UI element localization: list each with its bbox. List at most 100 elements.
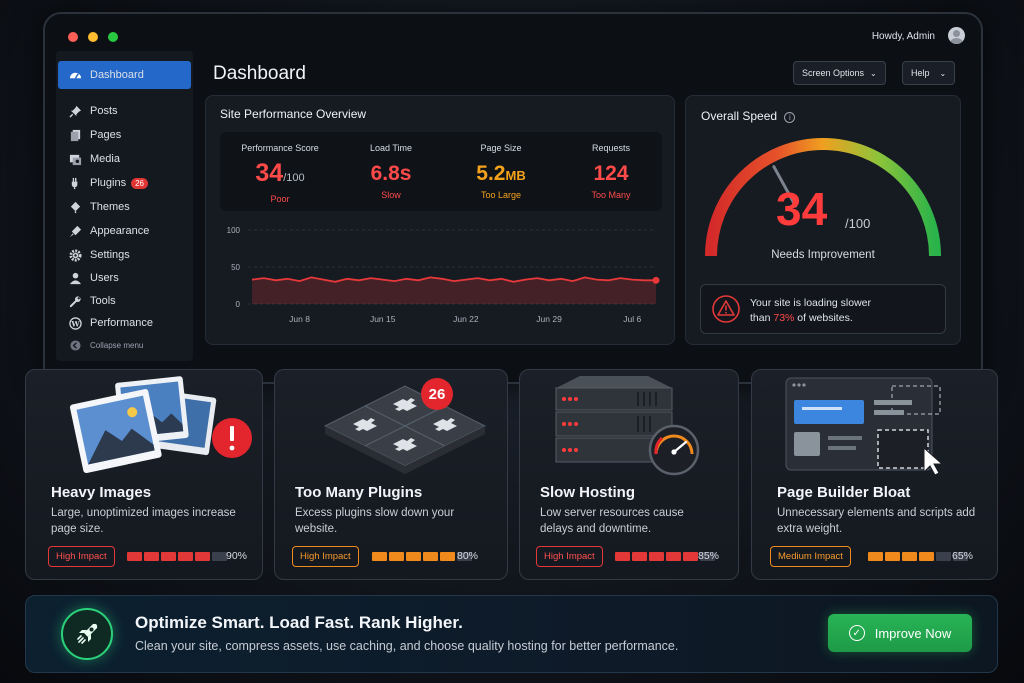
- x-tick-label: Jul 6: [623, 314, 641, 324]
- speed-score-max: /100: [845, 216, 871, 231]
- y-tick-label: 50: [231, 263, 240, 272]
- screen-options-label: Screen Options: [802, 68, 865, 78]
- speed-score: 34: [776, 183, 828, 235]
- impact-level-bar: [127, 552, 227, 561]
- sidebar-item-plugins[interactable]: Plugins 26: [58, 172, 191, 194]
- user-greeting[interactable]: Howdy, Admin: [871, 31, 935, 42]
- sidebar-item-label: Pages: [90, 129, 122, 141]
- wordpress-icon: W: [68, 316, 82, 330]
- metric-label: Performance Score: [241, 143, 319, 153]
- help-button[interactable]: Help ⌄: [902, 61, 956, 85]
- chart-last-point: [652, 276, 660, 284]
- card-title: Too Many Plugins: [295, 484, 423, 501]
- y-tick-label: 0: [236, 300, 241, 309]
- impact-segment: [406, 552, 421, 561]
- chart-series-line: [251, 276, 656, 283]
- metric-page-size: Page Size 5.2MB Too Large: [446, 132, 556, 211]
- x-tick-label: Jun 29: [536, 314, 562, 324]
- close-window-button[interactable]: [68, 32, 78, 42]
- issue-card-too-many-plugins[interactable]: 26 Too Many Plugins Excess plugins slow …: [274, 369, 508, 580]
- impact-segment: [868, 552, 883, 561]
- impact-level-bar: [615, 552, 715, 561]
- sidebar-item-appearance[interactable]: Appearance: [58, 220, 191, 242]
- pin-icon: [68, 104, 82, 118]
- y-tick-label: 100: [227, 226, 241, 235]
- metric-status: Too Large: [480, 190, 522, 200]
- sidebar-item-users[interactable]: Users: [58, 267, 191, 289]
- maximize-window-button[interactable]: [108, 32, 118, 42]
- sidebar-item-settings[interactable]: Settings: [58, 244, 191, 266]
- impact-segment: [649, 552, 664, 561]
- card-description: Unnecessary elements and scripts add ext…: [777, 507, 976, 535]
- performance-overview-panel: Site Performance Overview Performance Sc…: [205, 95, 675, 345]
- metric-performance-score: Performance Score 34/100 Poor: [225, 132, 335, 211]
- collapse-menu-button[interactable]: Collapse menu: [58, 334, 191, 356]
- page-builder-icon: [785, 377, 944, 476]
- overall-speed-panel: Overall Speed i 34 /100 Needs Improvemen…: [685, 95, 961, 345]
- metric-load-time: Load Time 6.8s Slow: [336, 132, 446, 211]
- impact-percent: 90%: [226, 550, 248, 562]
- info-icon[interactable]: i: [784, 112, 796, 123]
- minimize-window-button[interactable]: [88, 32, 98, 42]
- impact-segment: [632, 552, 647, 561]
- impact-segment: [195, 552, 210, 561]
- svg-text:W: W: [70, 319, 80, 328]
- metric-status: Slow: [381, 190, 401, 200]
- metric-requests: Requests 124 Too Many: [556, 132, 666, 211]
- impact-level-bar: [868, 552, 968, 561]
- improve-now-label: Improve Now: [874, 625, 952, 641]
- impact-percent: 80%: [457, 550, 479, 562]
- card-title: Heavy Images: [51, 484, 152, 501]
- impact-segment: [902, 552, 917, 561]
- metric-status: Poor: [270, 194, 290, 204]
- admin-sidebar: Dashboard Posts Pages Media Plugins 26: [56, 51, 193, 361]
- x-tick-label: Jun 22: [453, 314, 479, 324]
- avatar[interactable]: [948, 27, 965, 44]
- panel-title: Site Performance Overview: [220, 107, 367, 121]
- impact-segment: [700, 552, 715, 561]
- sidebar-item-posts[interactable]: Posts: [58, 100, 191, 122]
- impact-segment: [936, 552, 951, 561]
- gauge-needle: [772, 165, 798, 208]
- help-label: Help: [911, 68, 930, 78]
- optimize-banner: Optimize Smart. Load Fast. Rank Higher. …: [25, 595, 998, 673]
- appearance-icon: [68, 224, 82, 238]
- impact-segment: [457, 552, 472, 561]
- sidebar-item-label: Performance: [90, 317, 153, 329]
- impact-percent: 65%: [952, 550, 974, 562]
- plugins-count-badge: 26: [131, 177, 148, 189]
- card-title: Slow Hosting: [540, 484, 635, 501]
- sidebar-item-performance[interactable]: W Performance: [58, 312, 191, 334]
- performance-line-chart: 100 50 0 Jun 8 Jun 15 Jun 22 Jun 29 Jul 6: [227, 226, 660, 324]
- impact-badge: Medium Impact: [770, 546, 851, 567]
- warning-icon: [712, 295, 740, 323]
- gauge-needle-line: [772, 165, 798, 208]
- impact-segment: [440, 552, 455, 561]
- metric-value: 6.8s: [370, 162, 412, 185]
- impact-segment: [372, 552, 387, 561]
- issue-card-page-builder-bloat[interactable]: Page Builder Bloat Unnecessary elements …: [751, 369, 998, 580]
- gear-icon: [68, 248, 82, 262]
- improve-now-button[interactable]: ✓ Improve Now: [828, 614, 972, 652]
- sidebar-item-label: Tools: [90, 295, 116, 307]
- screen-options-button[interactable]: Screen Options ⌄: [793, 61, 886, 85]
- metric-status: Too Many: [591, 190, 631, 200]
- impact-segment: [161, 552, 176, 561]
- collapse-icon: [68, 338, 82, 352]
- sidebar-item-label: Themes: [90, 201, 130, 213]
- issue-card-heavy-images[interactable]: Heavy Images Large, unoptimized images i…: [25, 369, 263, 580]
- sidebar-item-media[interactable]: Media: [58, 148, 191, 170]
- speed-gauge: [705, 138, 941, 257]
- issue-card-slow-hosting[interactable]: Slow Hosting Low server resources cause …: [519, 369, 739, 580]
- sidebar-item-pages[interactable]: Pages: [58, 124, 191, 146]
- impact-segment: [683, 552, 698, 561]
- impact-badge: High Impact: [292, 546, 359, 567]
- sidebar-item-themes[interactable]: Themes: [58, 196, 191, 218]
- metric-value: 124: [593, 162, 629, 185]
- impact-segment: [615, 552, 630, 561]
- sidebar-item-dashboard[interactable]: Dashboard: [58, 61, 191, 89]
- sidebar-item-tools[interactable]: Tools: [58, 290, 191, 312]
- plugins-count-badge: 26: [421, 378, 453, 410]
- card-description: Low server resources cause delays and do…: [540, 507, 684, 535]
- user-icon: [68, 271, 82, 285]
